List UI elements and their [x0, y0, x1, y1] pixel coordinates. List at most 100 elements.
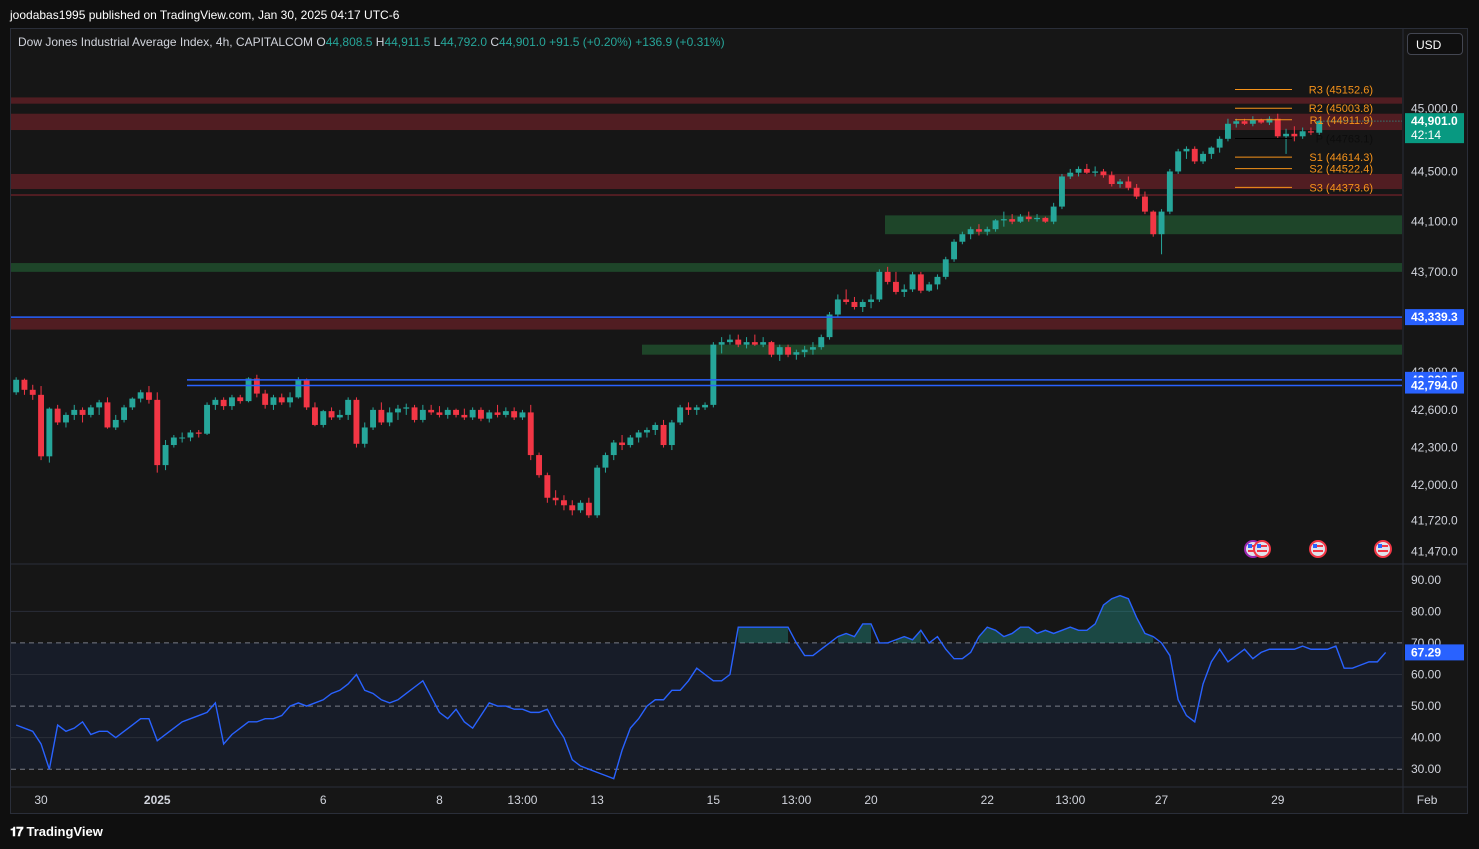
- flag-stripe: [1378, 550, 1388, 552]
- candle-body: [751, 342, 758, 345]
- candle-body: [336, 414, 343, 418]
- candle-body: [1000, 219, 1007, 221]
- candle-body: [710, 344, 717, 405]
- candle-body: [278, 397, 285, 403]
- rsi-value-label: 67.29: [1411, 645, 1441, 659]
- resistance-zone: [11, 97, 1402, 104]
- candle-body: [602, 455, 609, 468]
- symbol-legend[interactable]: Dow Jones Industrial Average Index, 4h, …: [18, 35, 725, 49]
- candle-body: [776, 347, 783, 355]
- candle-body: [1266, 118, 1273, 123]
- candle-body: [644, 429, 650, 433]
- currency-button[interactable]: USD: [1407, 33, 1463, 55]
- candle-body: [594, 467, 601, 516]
- candle-body: [660, 424, 667, 446]
- time-tick-label: 6: [320, 793, 327, 807]
- candle-body: [677, 407, 684, 423]
- candle-body: [494, 412, 501, 415]
- candle-body: [87, 407, 94, 415]
- candle-body: [1059, 176, 1065, 207]
- rsi-tick-label: 90.00: [1411, 573, 1441, 587]
- candle-body: [785, 347, 791, 355]
- us-flag-event-icon[interactable]: [1253, 540, 1271, 558]
- open-value: 44,808.5: [325, 35, 373, 49]
- candle-body: [1092, 171, 1099, 173]
- candle-body: [436, 412, 443, 415]
- open-label: O: [316, 35, 326, 49]
- economic-events[interactable]: [1244, 540, 1392, 558]
- time-tick-label: 13:00: [507, 793, 537, 807]
- candle-body: [1316, 121, 1323, 133]
- candle-body: [552, 497, 559, 501]
- candle-body: [793, 352, 800, 355]
- candle-body: [1291, 133, 1298, 137]
- candle-body: [727, 339, 733, 343]
- candle-body: [229, 397, 235, 407]
- candle-body: [967, 229, 974, 235]
- close-value: 44,901.0: [499, 35, 546, 49]
- candle-body: [245, 378, 252, 402]
- candle-body: [1042, 217, 1049, 222]
- rsi-tick-label: 30.00: [1411, 762, 1441, 776]
- candle-body: [262, 393, 269, 405]
- candle-body: [378, 409, 385, 423]
- rsi-overbought-fill: [738, 595, 1154, 643]
- flag-canton: [1248, 544, 1252, 548]
- candle-body: [345, 399, 352, 415]
- candle-body: [170, 437, 177, 446]
- candle-body: [627, 437, 634, 446]
- candle-body: [54, 408, 61, 423]
- price-tick-label: 43,700.0: [1411, 265, 1458, 279]
- rsi-line: [15, 594, 1387, 780]
- time-tick-label: 15: [707, 793, 721, 807]
- candle-body: [577, 502, 584, 511]
- price-marker-label: 43,339.3: [1411, 310, 1458, 324]
- resistance-zone: [11, 113, 1402, 131]
- rsi-tick-label: 60.00: [1411, 668, 1441, 682]
- candle-body: [934, 276, 941, 285]
- candle-body: [635, 432, 642, 438]
- price-marker-label: 42,794.0: [1411, 379, 1458, 393]
- time-axis[interactable]: 30 2025 6 8 13:00 13 15 13:00 20 22 13:00 27 29 Feb: [34, 793, 1437, 807]
- rsi-tick-label: 40.00: [1411, 731, 1441, 745]
- candle-body: [1158, 211, 1165, 235]
- candle-body: [411, 407, 418, 420]
- candle-body: [893, 281, 899, 292]
- us-flag-event-icon[interactable]: [1374, 540, 1392, 558]
- candle-body: [876, 271, 883, 300]
- candle-body: [619, 442, 625, 446]
- rsi-tick-label: 50.00: [1411, 699, 1441, 713]
- candle-body: [137, 392, 144, 399]
- tradingview-logo-icon: 𝟏𝟕: [10, 824, 24, 839]
- chart-frame[interactable]: [10, 28, 1468, 814]
- flag-stripe: [1248, 545, 1258, 547]
- price-axis[interactable]: 45,000.044,500.044,100.043,700.042,900.0…: [1323, 102, 1464, 559]
- publisher-info: joodabas1995 published on TradingView.co…: [10, 8, 400, 22]
- us-flag-event-icon[interactable]: [1309, 540, 1327, 558]
- candle-body: [801, 349, 808, 353]
- time-tick-label: 13:00: [781, 793, 811, 807]
- candle-body: [1274, 118, 1281, 137]
- candle-body: [312, 407, 318, 425]
- candle-body: [63, 414, 69, 423]
- candle-body: [959, 234, 966, 242]
- candle-body: [502, 411, 509, 415]
- change-value-2: +136.9 (+0.31%): [635, 35, 725, 49]
- candle-body: [237, 397, 244, 402]
- flag-canton: [1378, 544, 1382, 548]
- candle-body: [154, 399, 161, 466]
- candle-body: [179, 437, 186, 439]
- candle-body: [735, 339, 742, 345]
- low-value: 44,792.0: [440, 35, 488, 49]
- candle-body: [1166, 171, 1173, 212]
- candle-body: [1075, 168, 1082, 173]
- candle-body: [1299, 131, 1306, 137]
- footer-brand[interactable]: 𝟏𝟕 TradingView: [10, 824, 103, 840]
- candle-body: [942, 259, 949, 277]
- candle-body: [1191, 148, 1198, 162]
- time-tick-label: Feb: [1417, 793, 1438, 807]
- candle-body: [561, 500, 567, 506]
- candle-body: [220, 399, 227, 407]
- candle-body: [453, 409, 459, 415]
